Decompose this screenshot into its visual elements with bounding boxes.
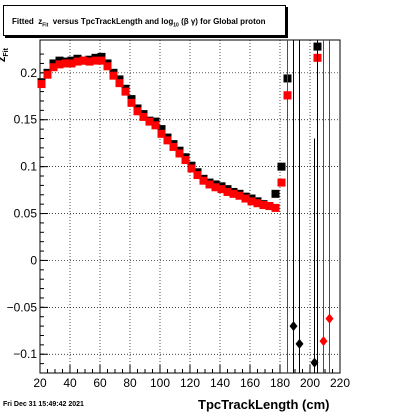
x-tick-label: 120 xyxy=(180,376,200,390)
data-point xyxy=(187,164,196,173)
data-point xyxy=(103,62,112,71)
data-point xyxy=(91,56,100,65)
data-point xyxy=(97,56,106,65)
x-tick-label: 160 xyxy=(240,376,260,390)
data-point xyxy=(121,87,130,96)
y-tick-label: 0.15 xyxy=(14,113,38,127)
data-point xyxy=(319,336,328,347)
data-point xyxy=(313,42,322,51)
data-point xyxy=(145,117,154,126)
data-point xyxy=(133,107,142,116)
data-point xyxy=(73,57,82,66)
x-tick-label: 20 xyxy=(33,376,47,390)
axes xyxy=(39,39,341,374)
data-point xyxy=(229,189,238,198)
data-point xyxy=(43,70,52,79)
x-tick-label: 220 xyxy=(330,376,350,390)
data-point xyxy=(139,112,148,121)
x-tick-label: 140 xyxy=(210,376,230,390)
data-point xyxy=(157,129,166,138)
title-log-sub: 10 xyxy=(173,22,179,29)
y-tick-label: 0.05 xyxy=(14,207,38,221)
data-point xyxy=(175,149,184,158)
data-point xyxy=(127,98,136,107)
y-axis-title: zFit xyxy=(0,48,11,62)
data-point xyxy=(310,357,319,368)
data-point xyxy=(109,71,118,80)
data-point xyxy=(181,156,190,165)
data-point xyxy=(169,142,178,151)
data-point xyxy=(157,125,166,134)
title-suffix: (β γ) for Global proton xyxy=(181,17,266,26)
x-tick-label: 40 xyxy=(63,376,77,390)
x-tick-label: 80 xyxy=(123,376,137,390)
data-point xyxy=(205,180,214,189)
data-point xyxy=(163,136,172,145)
x-tick-label: 200 xyxy=(300,376,320,390)
chart-title: Fitted zFit versus TpcTrackLength and lo… xyxy=(3,5,286,36)
data-point xyxy=(49,63,58,72)
y-tick-label: −0.1 xyxy=(13,347,37,361)
y-tick-label: 0.2 xyxy=(20,66,37,80)
data-point xyxy=(85,57,94,66)
data-point xyxy=(259,201,268,210)
data-point xyxy=(55,60,64,69)
data-point xyxy=(325,313,334,324)
tick-labels: 20 40 60 80 100 120 140 160 180 200 220 −0.1 −0.05 0 0… xyxy=(7,66,351,390)
data-point xyxy=(211,183,220,192)
data-point xyxy=(199,176,208,185)
data-point xyxy=(277,178,286,187)
x-tick-label: 100 xyxy=(150,376,170,390)
data-point xyxy=(193,171,202,180)
data-point xyxy=(217,185,226,194)
y-tick-label: 0 xyxy=(30,253,37,267)
data-point xyxy=(295,338,304,349)
y-tick-label: −0.05 xyxy=(7,300,38,314)
title-z-sub: Fit xyxy=(42,22,49,29)
data-point xyxy=(241,194,250,203)
data-point xyxy=(235,191,244,200)
data-point xyxy=(223,187,232,196)
data-point xyxy=(271,203,280,212)
data-marks xyxy=(37,40,334,373)
title-z: z xyxy=(38,17,43,26)
data-point xyxy=(37,80,46,89)
timestamp-footer: Fri Dec 31 15:49:42 2021 xyxy=(3,401,84,408)
data-point xyxy=(151,121,160,130)
data-point xyxy=(265,202,274,211)
data-point xyxy=(283,91,292,100)
title-prefix: Fitted xyxy=(12,17,34,26)
x-tick-label: 60 xyxy=(93,376,107,390)
data-point xyxy=(79,56,88,65)
data-point xyxy=(115,79,124,88)
data-point xyxy=(253,199,262,208)
data-point xyxy=(247,197,256,206)
y-tick-label: 0.1 xyxy=(20,160,37,174)
data-point xyxy=(271,189,280,198)
x-axis-title: TpcTrackLength (cm) xyxy=(198,397,330,412)
data-point xyxy=(277,162,286,171)
data-point xyxy=(67,59,76,68)
x-tick-label: 180 xyxy=(270,376,290,390)
data-point xyxy=(289,321,298,332)
title-middle: versus TpcTrackLength and log xyxy=(52,17,174,26)
data-point xyxy=(61,59,70,68)
